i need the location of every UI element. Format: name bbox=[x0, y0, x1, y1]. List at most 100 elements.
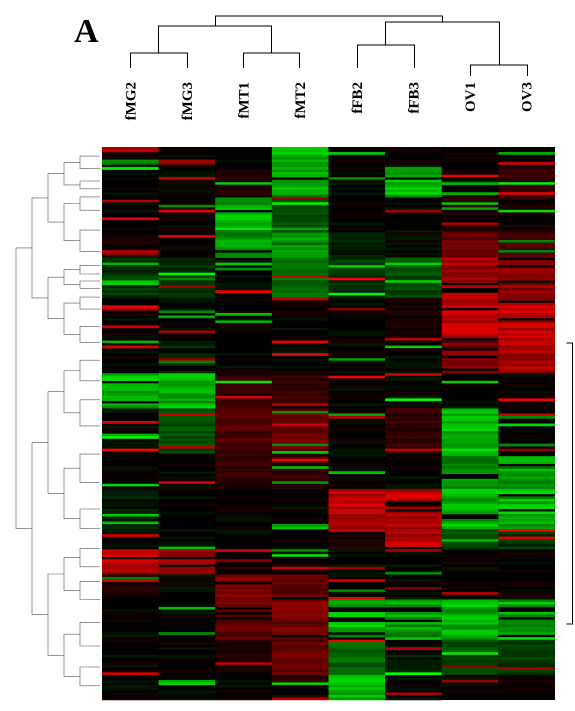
heatmap-cell bbox=[441, 197, 499, 201]
heatmap-cell bbox=[271, 300, 329, 304]
heatmap-cell bbox=[271, 189, 329, 193]
heatmap-cell bbox=[102, 569, 159, 573]
heatmap-cell bbox=[385, 164, 442, 168]
heatmap-cell bbox=[385, 348, 442, 351]
heatmap-cell bbox=[498, 355, 556, 359]
heatmap-cell bbox=[385, 536, 442, 540]
heatmap-cell bbox=[328, 516, 386, 520]
cluster-bracket bbox=[566, 342, 573, 625]
heatmap-cell bbox=[385, 189, 442, 193]
heatmap-cell bbox=[498, 169, 556, 173]
heatmap-cell bbox=[498, 468, 556, 472]
heatmap-cell bbox=[271, 476, 329, 480]
heatmap-cell bbox=[158, 209, 216, 213]
heatmap-cell bbox=[158, 476, 216, 480]
heatmap-cell bbox=[271, 486, 329, 490]
heatmap-cell bbox=[102, 295, 159, 299]
heatmap-cell bbox=[102, 147, 159, 150]
heatmap-cell bbox=[385, 295, 442, 299]
heatmap-cell bbox=[441, 682, 499, 686]
heatmap-cell bbox=[102, 664, 159, 668]
heatmap-cell bbox=[215, 159, 272, 163]
heatmap-cell bbox=[271, 224, 329, 228]
heatmap-cell bbox=[498, 511, 556, 515]
heatmap-cell bbox=[441, 177, 499, 180]
heatmap-cell bbox=[215, 438, 272, 442]
heatmap-cell bbox=[215, 177, 272, 180]
heatmap-cell bbox=[271, 245, 329, 248]
heatmap-cell bbox=[385, 438, 442, 442]
heatmap-cell bbox=[271, 162, 329, 165]
heatmap-cell bbox=[441, 483, 499, 487]
heatmap-cell bbox=[215, 234, 272, 238]
heatmap-cell bbox=[385, 370, 442, 374]
heatmap-cell bbox=[498, 506, 556, 510]
heatmap-cell bbox=[158, 154, 216, 158]
heatmap-cell bbox=[328, 172, 386, 175]
heatmap-cell bbox=[158, 403, 216, 407]
heatmap-cell bbox=[271, 466, 329, 469]
heatmap-cell bbox=[102, 551, 159, 555]
heatmap-cell bbox=[102, 199, 159, 203]
heatmap-cell bbox=[158, 229, 216, 233]
heatmap-cell bbox=[158, 234, 216, 238]
heatmap-cell bbox=[215, 456, 272, 459]
heatmap-cell bbox=[498, 513, 556, 517]
heatmap-cell bbox=[215, 400, 272, 404]
heatmap-cell bbox=[498, 340, 556, 344]
heatmap-cell bbox=[328, 360, 386, 364]
heatmap-cell bbox=[328, 420, 386, 424]
heatmap-cell bbox=[102, 172, 159, 175]
heatmap-cell bbox=[271, 682, 329, 686]
heatmap-cell bbox=[385, 604, 442, 608]
heatmap-cell bbox=[271, 373, 329, 376]
heatmap-cell bbox=[385, 622, 442, 625]
heatmap-cell bbox=[215, 443, 272, 447]
heatmap-cell bbox=[441, 664, 499, 668]
heatmap-cell bbox=[385, 290, 442, 294]
heatmap-cell bbox=[158, 330, 216, 334]
heatmap-cell bbox=[498, 473, 556, 477]
heatmap-cell bbox=[158, 453, 216, 457]
heatmap-cell bbox=[158, 647, 216, 650]
heatmap-cell bbox=[328, 649, 386, 653]
heatmap-cell bbox=[271, 207, 329, 211]
heatmap-cell bbox=[498, 546, 556, 550]
heatmap-cell bbox=[385, 147, 442, 150]
heatmap-cell bbox=[328, 498, 386, 502]
heatmap-cell bbox=[102, 154, 159, 158]
heatmap-cell bbox=[271, 481, 329, 485]
heatmap-cell bbox=[441, 486, 499, 490]
heatmap-cell bbox=[441, 152, 499, 155]
heatmap-cell bbox=[441, 632, 499, 635]
heatmap-cell bbox=[328, 589, 386, 593]
heatmap-cell bbox=[102, 576, 159, 580]
heatmap-cell bbox=[102, 466, 159, 469]
heatmap-cell bbox=[102, 441, 159, 444]
heatmap-cell bbox=[271, 154, 329, 158]
heatmap-cell bbox=[102, 524, 159, 527]
heatmap-cell bbox=[215, 637, 272, 640]
heatmap-cell bbox=[215, 222, 272, 226]
heatmap-cell bbox=[385, 415, 442, 419]
heatmap-cell bbox=[385, 627, 442, 630]
heatmap-cell bbox=[271, 234, 329, 238]
heatmap-cell bbox=[385, 539, 442, 542]
heatmap-cell bbox=[215, 373, 272, 376]
heatmap-cell bbox=[441, 345, 499, 349]
heatmap-cell bbox=[441, 491, 499, 495]
heatmap-cell bbox=[328, 662, 386, 666]
heatmap-cell bbox=[328, 694, 386, 698]
heatmap-cell bbox=[441, 684, 499, 688]
heatmap-cell bbox=[102, 561, 159, 565]
heatmap-cell bbox=[215, 229, 272, 233]
heatmap-cell bbox=[158, 189, 216, 193]
heatmap-cell bbox=[441, 272, 499, 276]
heatmap-grid bbox=[102, 147, 556, 701]
heatmap-cell bbox=[102, 408, 159, 412]
heatmap-cell bbox=[385, 385, 442, 389]
heatmap-cell bbox=[215, 629, 272, 633]
heatmap-cell bbox=[328, 513, 386, 517]
heatmap-cell bbox=[328, 441, 386, 444]
heatmap-cell bbox=[385, 436, 442, 439]
